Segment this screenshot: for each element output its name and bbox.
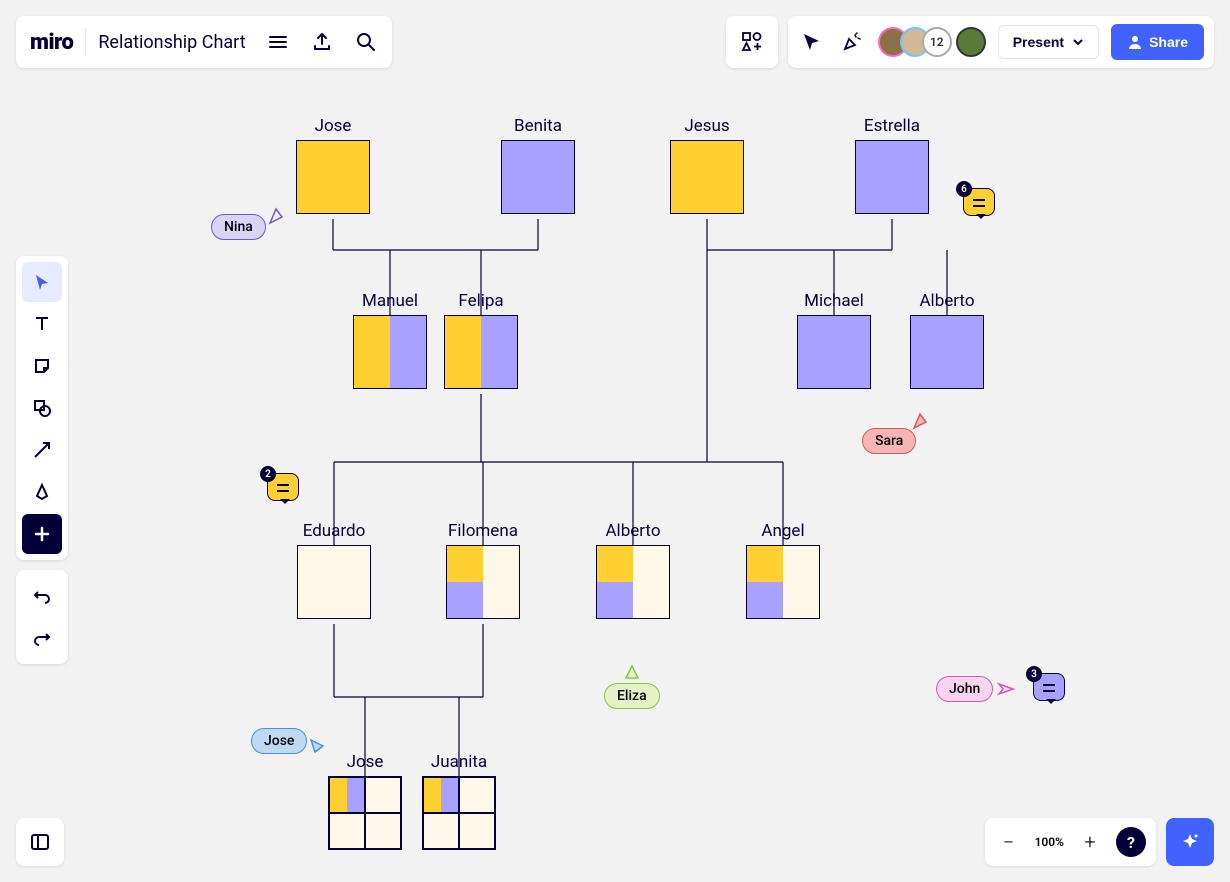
node-juanita[interactable]: Juanita — [422, 752, 496, 850]
node-jose-1[interactable]: Jose — [296, 116, 370, 214]
zoom-in-button[interactable]: + — [1076, 828, 1104, 856]
share-label: Share — [1149, 34, 1188, 50]
node-label: Alberto — [596, 521, 670, 541]
canvas[interactable]: Jose Benita Jesus Estrella Manuel Felipa… — [0, 0, 1230, 882]
comment-count: 2 — [260, 466, 276, 482]
menu-icon[interactable] — [266, 30, 290, 54]
user-cursor-jose: Jose — [251, 726, 327, 756]
text-tool[interactable] — [22, 304, 62, 344]
node-label: Michael — [797, 291, 871, 311]
ai-assist-button[interactable] — [1166, 818, 1214, 866]
node-angel[interactable]: Angel — [746, 521, 820, 619]
shapes-button[interactable] — [726, 16, 778, 68]
user-cursor-label: Sara — [862, 428, 916, 454]
node-alberto-1[interactable]: Alberto — [910, 291, 984, 389]
collaboration-card: 12 Present Share — [788, 16, 1214, 68]
chevron-down-icon — [1072, 36, 1084, 48]
present-label: Present — [1013, 34, 1064, 50]
user-cursor-nina: Nina — [211, 214, 286, 240]
user-cursor-label: Eliza — [604, 683, 660, 709]
zoom-level[interactable]: 100% — [1035, 835, 1064, 849]
user-cursor-label: John — [936, 676, 993, 702]
node-label: Eduardo — [297, 521, 371, 541]
divider — [85, 28, 86, 56]
bottom-right-controls: − 100% + ? — [985, 818, 1214, 866]
comment-count: 6 — [956, 181, 972, 197]
zoom-out-button[interactable]: − — [995, 828, 1023, 856]
sticky-note-tool[interactable] — [22, 346, 62, 386]
node-label: Juanita — [422, 752, 496, 772]
export-icon[interactable] — [310, 30, 334, 54]
node-label: Estrella — [855, 116, 929, 136]
node-michael[interactable]: Michael — [797, 291, 871, 389]
user-cursor-label: Jose — [251, 728, 307, 754]
node-label: Felipa — [444, 291, 518, 311]
node-jose-2[interactable]: Jose — [328, 752, 402, 850]
node-label: Jose — [296, 116, 370, 136]
node-estrella[interactable]: Estrella — [855, 116, 929, 214]
search-icon[interactable] — [354, 30, 378, 54]
node-filomena[interactable]: Filomena — [446, 521, 520, 619]
node-eduardo[interactable]: Eduardo — [297, 521, 371, 619]
redo-button[interactable] — [22, 618, 62, 658]
reactions-icon[interactable] — [838, 28, 866, 56]
node-jesus[interactable]: Jesus — [670, 116, 744, 214]
user-cursor-eliza: Eliza — [604, 664, 660, 709]
node-label: Benita — [501, 116, 575, 136]
cursor-follow-icon[interactable] — [798, 28, 826, 56]
comment-bubble[interactable]: 3 — [1033, 673, 1065, 701]
node-label: Manuel — [353, 291, 427, 311]
node-benita[interactable]: Benita — [501, 116, 575, 214]
panel-toggle-button[interactable] — [16, 818, 64, 866]
avatar[interactable] — [956, 27, 986, 57]
shape-tool[interactable] — [22, 388, 62, 428]
comment-bubble[interactable]: 6 — [963, 188, 995, 216]
undo-button[interactable] — [22, 576, 62, 616]
connector-lines — [0, 0, 1230, 882]
miro-logo[interactable]: miro — [30, 30, 73, 55]
select-tool[interactable] — [22, 262, 62, 302]
board-title[interactable]: Relationship Chart — [98, 32, 245, 53]
user-cursor-sara: Sara — [862, 428, 916, 454]
pen-tool[interactable] — [22, 472, 62, 512]
node-manuel[interactable]: Manuel — [353, 291, 427, 389]
avatar-count[interactable]: 12 — [922, 27, 952, 57]
left-toolbar — [16, 256, 68, 664]
help-button[interactable]: ? — [1116, 827, 1146, 857]
node-label: Jose — [328, 752, 402, 772]
user-cursor-john: John — [936, 676, 1015, 702]
top-toolbar: miro Relationship Chart 12 Present Share — [16, 16, 1214, 68]
present-button[interactable]: Present — [998, 25, 1099, 59]
comment-bubble[interactable]: 2 — [267, 473, 299, 501]
node-felipa[interactable]: Felipa — [444, 291, 518, 389]
user-cursor-label: Nina — [211, 214, 266, 240]
comment-count: 3 — [1026, 666, 1042, 682]
node-label: Jesus — [670, 116, 744, 136]
node-label: Angel — [746, 521, 820, 541]
collaborator-avatars[interactable]: 12 — [878, 27, 986, 57]
person-add-icon — [1127, 34, 1143, 50]
arrow-tool[interactable] — [22, 430, 62, 470]
board-title-card: miro Relationship Chart — [16, 16, 392, 68]
node-label: Alberto — [910, 291, 984, 311]
node-label: Filomena — [446, 521, 520, 541]
add-tool[interactable] — [22, 514, 62, 554]
share-button[interactable]: Share — [1111, 24, 1204, 60]
node-alberto-2[interactable]: Alberto — [596, 521, 670, 619]
